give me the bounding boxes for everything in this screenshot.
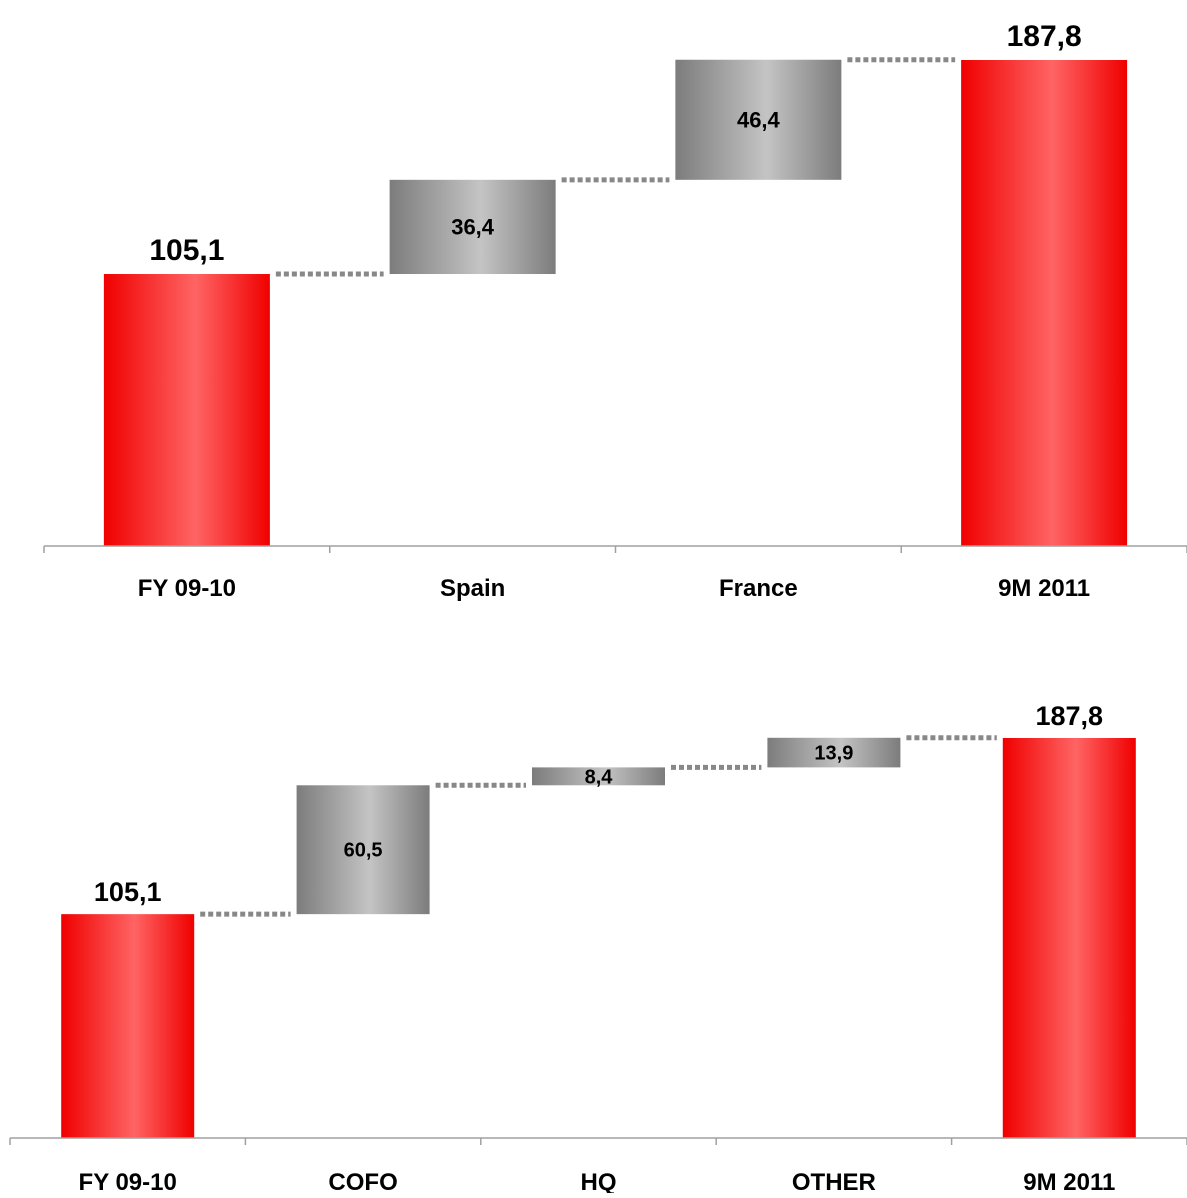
- value-label-cofo: 60,5: [344, 840, 383, 862]
- category-label-france: France: [719, 575, 798, 602]
- chart-1-by-country: 105,1 36,4 46,4 187,8 FY 09-10 Spain France 9M …: [43, 20, 1187, 602]
- bar-france: [675, 59, 842, 180]
- value-label-fy-09-10: 105,1: [94, 877, 162, 907]
- bar-spain: [389, 179, 556, 275]
- category-label-spain: Spain: [440, 575, 505, 602]
- value-label-9m-2011: 187,8: [1007, 20, 1082, 53]
- bar-9m-2011: [961, 60, 1128, 546]
- category-label-9m-2011: 9M 2011: [1023, 1169, 1115, 1193]
- category-label-9m-2011: 9M 2011: [998, 575, 1090, 602]
- value-label-spain: 36,4: [451, 215, 495, 240]
- category-label-fy-09-10: FY 09-10: [79, 1169, 177, 1193]
- category-label-fy-09-10: FY 09-10: [138, 575, 236, 602]
- bar-cofo: [296, 785, 430, 915]
- bar-9m-2011: [1002, 738, 1136, 1138]
- bar-other: [767, 737, 901, 768]
- category-label-other: OTHER: [792, 1169, 876, 1193]
- value-label-fy-09-10: 105,1: [149, 234, 224, 267]
- bar-fy-09-10: [103, 274, 270, 546]
- value-label-9m-2011: 187,8: [1036, 701, 1104, 731]
- chart-2-by-business: 105,1 60,5 8,4 13,9 187,8 FY 09-10 COFO HQ OTHER…: [9, 701, 1187, 1196]
- bar-hq: [532, 767, 665, 786]
- bar-fy-09-10: [61, 914, 195, 1138]
- category-label-cofo: COFO: [328, 1169, 397, 1193]
- value-label-hq: 8,4: [585, 766, 614, 788]
- category-label-hq: HQ: [581, 1169, 617, 1193]
- value-label-france: 46,4: [737, 107, 781, 132]
- value-label-other: 13,9: [814, 743, 853, 765]
